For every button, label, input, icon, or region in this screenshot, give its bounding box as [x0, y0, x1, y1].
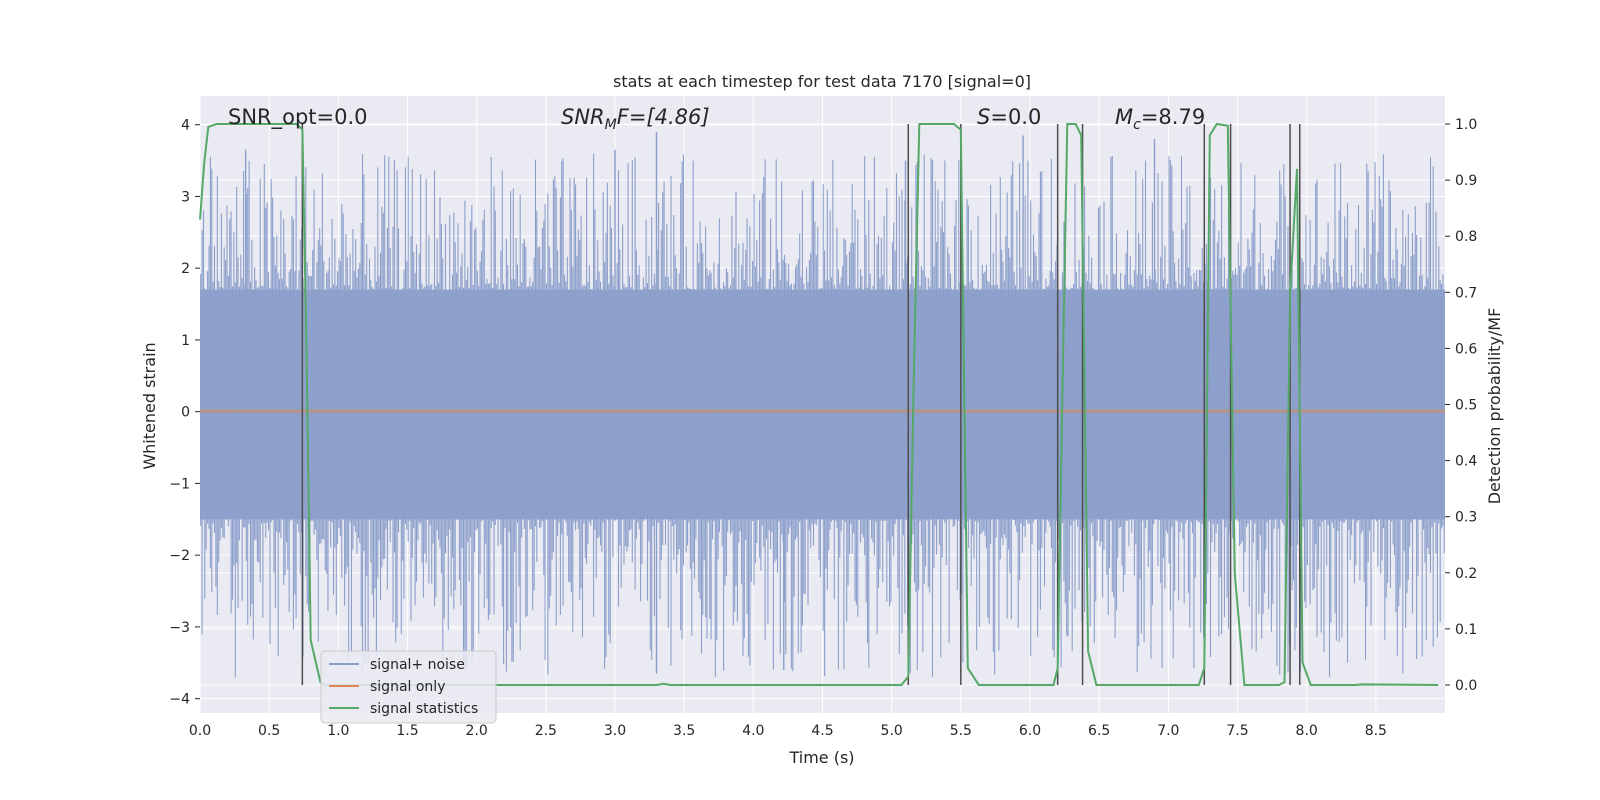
- x-tick-label: 0.0: [189, 723, 211, 739]
- y-tick-label: 4: [181, 118, 190, 134]
- y2-tick-label: 0.4: [1455, 454, 1477, 470]
- legend: signal+ noise signal only signal statist…: [320, 650, 497, 724]
- x-tick-label: 1.0: [327, 723, 349, 739]
- x-tick-label: 2.5: [535, 723, 557, 739]
- y2-axis-ticks: 0.0 0.1 0.2 0.3 0.4 0.5 0.6 0.7 0.8 0.9 1.0: [1445, 117, 1477, 694]
- y-tick-label: −4: [169, 692, 190, 708]
- y-tick-label: 1: [181, 333, 190, 349]
- x-axis-ticks: 0.0 0.5 1.0 1.5 2.0 2.5 3.0 3.5 4.0 4.5 5.0 5.5 6.0 6…: [189, 723, 1387, 739]
- annotation-s-symbol: S: [977, 105, 990, 129]
- annotation-snr-mf-value: F=[4.86]: [617, 105, 710, 129]
- x-tick-label: 8.0: [1296, 723, 1318, 739]
- y-tick-label: −3: [169, 620, 190, 636]
- annotation-snr-mf-symbol: SNR: [561, 105, 605, 129]
- x-axis-label: Time (s): [788, 748, 854, 767]
- x-tick-label: 7.5: [1226, 723, 1248, 739]
- y2-tick-label: 0.6: [1455, 341, 1477, 357]
- x-tick-label: 6.0: [1019, 723, 1041, 739]
- x-tick-label: 1.5: [396, 723, 418, 739]
- x-tick-label: 7.0: [1157, 723, 1179, 739]
- legend-label-signal: signal only: [370, 679, 445, 695]
- x-tick-label: 0.5: [258, 723, 280, 739]
- y2-tick-label: 0.2: [1455, 566, 1477, 582]
- chart-title: stats at each timestep for test data 717…: [613, 72, 1031, 91]
- annotation-mc-value: =8.79: [1141, 105, 1205, 129]
- y2-tick-label: 0.1: [1455, 622, 1477, 638]
- y-tick-label: 3: [181, 189, 190, 205]
- annotation-mc-subscript: c: [1133, 117, 1141, 133]
- stats-layer: [199, 122, 1439, 686]
- y2-tick-label: 1.0: [1455, 117, 1477, 133]
- x-tick-label: 3.5: [673, 723, 695, 739]
- annotation-mc: Mc=8.79: [1115, 105, 1205, 133]
- x-tick-label: 8.5: [1365, 723, 1387, 739]
- y-tick-label: 0: [181, 405, 190, 421]
- x-tick-label: 4.5: [811, 723, 833, 739]
- annotation-snr-mf-subscript: M: [605, 117, 617, 133]
- y2-tick-label: 0.3: [1455, 510, 1477, 526]
- annotation-mc-symbol: M: [1115, 105, 1133, 129]
- y-tick-label: 2: [181, 261, 190, 277]
- stats-line: [199, 122, 1439, 686]
- y-tick-label: −1: [169, 476, 190, 492]
- y2-axis-label: Detection probability/MF: [1485, 308, 1504, 505]
- noise-spikes: [200, 153, 1445, 678]
- signal-layer: [200, 408, 1445, 413]
- annotation-snr-opt: SNR_opt=0.0: [228, 105, 368, 130]
- y2-tick-label: 0.9: [1455, 173, 1477, 189]
- annotation-snr-mf: SNRMF=[4.86]: [561, 105, 710, 133]
- legend-label-noise: signal+ noise: [370, 657, 465, 673]
- x-tick-label: 2.0: [466, 723, 488, 739]
- x-tick-label: 4.0: [742, 723, 764, 739]
- y2-tick-label: 0.5: [1455, 398, 1477, 414]
- noise-envelope: [200, 289, 1445, 520]
- y2-tick-label: 0.7: [1455, 285, 1477, 301]
- x-tick-label: 5.5: [950, 723, 972, 739]
- x-tick-label: 5.0: [881, 723, 903, 739]
- y-tick-label: −2: [169, 548, 190, 564]
- x-tick-label: 6.5: [1088, 723, 1110, 739]
- y-axis-ticks: −4 −3 −2 −1 0 1 2 3 4: [169, 118, 200, 708]
- y2-tick-label: 0.8: [1455, 229, 1477, 245]
- annotation-s: S=0.0: [977, 105, 1041, 129]
- y2-tick-label: 0.0: [1455, 678, 1477, 694]
- noise-layer: [200, 128, 1445, 678]
- y-axis-label: Whitened strain: [140, 342, 159, 469]
- legend-label-stats: signal statistics: [370, 701, 478, 717]
- x-tick-label: 3.0: [604, 723, 626, 739]
- annotation-s-value: =0.0: [990, 105, 1041, 129]
- vertical-markers: [301, 124, 1301, 685]
- legend-box: [320, 650, 497, 724]
